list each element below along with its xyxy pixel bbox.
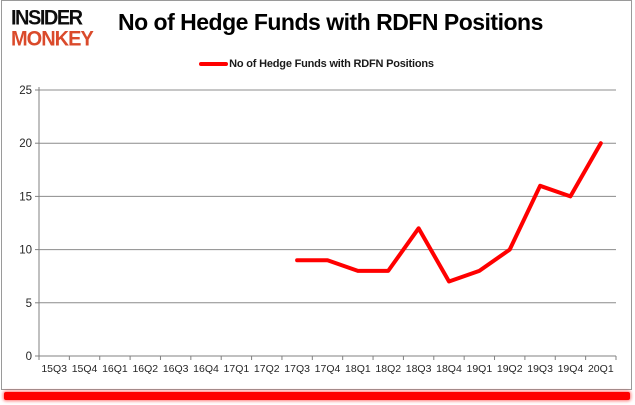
svg-text:20Q1: 20Q1 bbox=[588, 363, 614, 375]
legend-label: No of Hedge Funds with RDFN Positions bbox=[229, 58, 434, 70]
svg-text:18Q3: 18Q3 bbox=[406, 363, 432, 375]
svg-text:19Q4: 19Q4 bbox=[558, 363, 584, 375]
svg-text:17Q2: 17Q2 bbox=[254, 363, 280, 375]
svg-text:16Q1: 16Q1 bbox=[102, 363, 128, 375]
svg-text:18Q2: 18Q2 bbox=[375, 363, 401, 375]
svg-text:16Q3: 16Q3 bbox=[163, 363, 189, 375]
insider-monkey-logo: INSIDER MONKEY bbox=[11, 6, 94, 51]
svg-text:20: 20 bbox=[19, 138, 32, 150]
logo-text-insider: INSIDER bbox=[11, 6, 83, 30]
svg-text:19Q3: 19Q3 bbox=[527, 363, 553, 375]
svg-text:18Q1: 18Q1 bbox=[345, 363, 371, 375]
svg-text:15Q3: 15Q3 bbox=[41, 363, 67, 375]
svg-text:17Q4: 17Q4 bbox=[315, 363, 341, 375]
svg-text:0: 0 bbox=[26, 351, 32, 363]
chart-legend: No of Hedge Funds with RDFN Positions bbox=[2, 58, 631, 70]
svg-text:17Q1: 17Q1 bbox=[224, 363, 250, 375]
svg-text:16Q2: 16Q2 bbox=[132, 363, 158, 375]
svg-text:16Q4: 16Q4 bbox=[193, 363, 219, 375]
logo-text-monkey: MONKEY bbox=[11, 27, 94, 51]
line-chart-plot: 0 5 10 15 20 25 15Q3 15Q4 16Q1 16Q2 16Q3 16Q4 17Q1 17… bbox=[19, 85, 617, 375]
svg-text:25: 25 bbox=[19, 85, 32, 97]
svg-text:19Q2: 19Q2 bbox=[497, 363, 523, 375]
chart-title: No of Hedge Funds with RDFN Positions bbox=[118, 9, 543, 35]
svg-text:15: 15 bbox=[19, 191, 32, 203]
svg-text:19Q1: 19Q1 bbox=[466, 363, 492, 375]
svg-text:15Q4: 15Q4 bbox=[72, 363, 98, 375]
svg-text:5: 5 bbox=[26, 298, 32, 310]
bottom-red-bar bbox=[4, 392, 630, 400]
svg-text:10: 10 bbox=[19, 245, 32, 257]
svg-text:17Q3: 17Q3 bbox=[284, 363, 310, 375]
legend-line-swatch bbox=[199, 62, 229, 66]
chart-frame: 0 5 10 15 20 25 15Q3 15Q4 16Q1 16Q2 16Q3 16Q4 17Q1 17… bbox=[1, 0, 632, 390]
svg-text:18Q4: 18Q4 bbox=[436, 363, 462, 375]
